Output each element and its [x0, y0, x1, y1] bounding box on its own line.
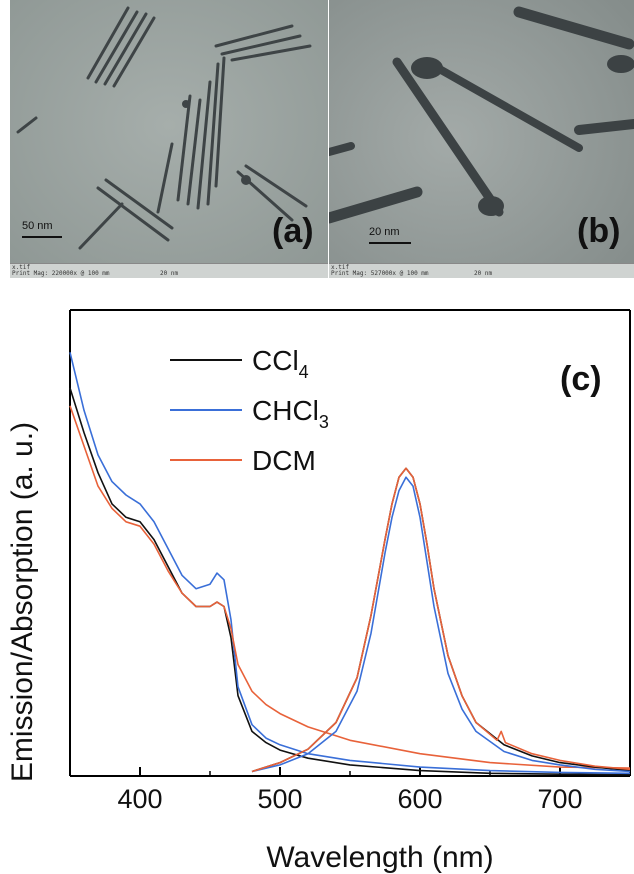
series-line-4 [251, 476, 631, 773]
panel-label-b: (b) [577, 212, 621, 250]
x-ticks: 400 500 600 700 [69, 767, 631, 814]
info-magnification-b: Print Mag: 527000x @ 100 mm [331, 270, 429, 277]
legend-label-2: DCM [252, 445, 316, 476]
scale-bar-label-a: 50 nm [22, 220, 53, 232]
plot-area: 400 500 600 700 CCl4 CHCl3 DCM [69, 309, 631, 814]
info-bar-text-b: 20 nm [474, 270, 493, 277]
legend-label-1: CHCl3 [252, 395, 329, 432]
panel-label-c: (c) [560, 360, 602, 398]
x-tick-label-500: 500 [257, 784, 302, 814]
micrograph-info-bar-b: x.tif Print Mag: 527000x @ 100 mm 20 nm [329, 263, 634, 278]
legend: CCl4 CHCl3 DCM [170, 345, 329, 476]
nanorods-image-a [10, 0, 328, 278]
series-line-1 [69, 352, 631, 775]
tem-image-a: (a) 50 nm x.tif Print Mag: 220000x @ 100… [10, 0, 328, 278]
x-axis-label: Wavelength (nm) [266, 841, 493, 874]
x-tick-label-400: 400 [117, 784, 162, 814]
scale-bar-b [369, 242, 411, 244]
legend-label-0: CCl4 [252, 345, 309, 382]
scale-bar-a [22, 236, 62, 238]
micrograph-info-bar-a: x.tif Print Mag: 220000x @ 100 mm 20 nm [10, 263, 328, 278]
info-magnification-a: Print Mag: 220000x @ 100 mm [12, 270, 110, 277]
info-bar-text-a: 20 nm [160, 270, 179, 277]
series-line-2 [69, 405, 631, 769]
scale-bar-label-b: 20 nm [369, 226, 400, 238]
series-line-5 [251, 467, 631, 773]
info-filename-b: x.tif [331, 264, 350, 271]
nanorods-image-b [329, 0, 634, 278]
y-axis-label: Emission/Absorption (a. u.) [6, 422, 39, 782]
spectra-chart: 400 500 600 700 CCl4 CHCl3 DCM (c) Wavelength… [6, 309, 631, 874]
series-layer [69, 352, 631, 776]
tem-image-b: (b) 20 nm x.tif Print Mag: 527000x @ 100… [329, 0, 634, 278]
info-filename-a: x.tif [12, 264, 31, 271]
series-line-0 [69, 387, 631, 776]
x-tick-label-700: 700 [537, 784, 582, 814]
x-tick-label-600: 600 [397, 784, 442, 814]
panel-label-a: (a) [272, 212, 314, 250]
